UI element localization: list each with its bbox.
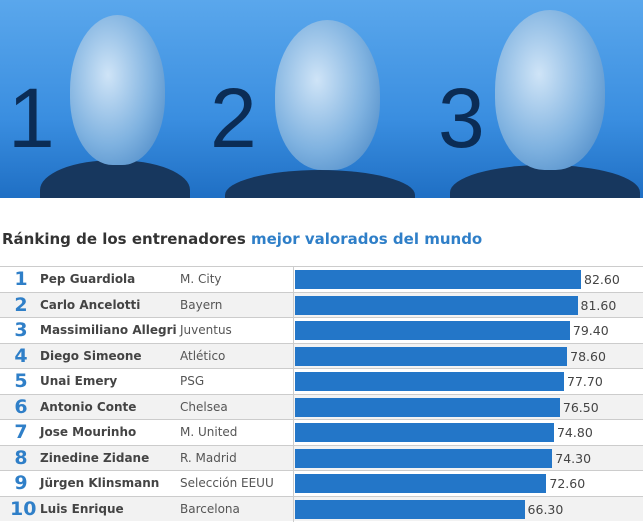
value-label: 66.30 (527, 501, 564, 517)
value-label: 78.60 (570, 348, 606, 364)
rank-number-1: 1 (8, 71, 55, 165)
coach-name: Luis Enrique (40, 501, 124, 516)
table-row: 5 Unai Emery PSG 77.70 (0, 368, 643, 394)
bar (295, 321, 570, 340)
bar (295, 499, 525, 519)
value-label: 74.30 (555, 450, 592, 466)
team-name: Bayern (180, 297, 223, 312)
coach-name: Diego Simeone (40, 348, 142, 363)
bar (295, 346, 568, 366)
table-row: 3 Massimiliano Allegri Juventus 79.40 (0, 317, 643, 343)
bar (295, 423, 554, 442)
value-label: 81.60 (580, 297, 617, 313)
chart-title: Ránking de los entrenadores mejor valora… (2, 230, 482, 248)
table-row: 8 Zinedine Zidane R. Madrid 74.30 (0, 444, 643, 470)
coach-2-photo-body (225, 170, 415, 198)
title-highlight: mejor valorados del mundo (251, 230, 483, 248)
coach-name: Zinedine Zidane (40, 450, 150, 465)
title-part-1: Ránking de los entrenadores (2, 230, 251, 248)
bar (295, 474, 547, 493)
rank-number-3: 3 (438, 71, 485, 165)
bar (295, 448, 553, 468)
coach-name: Jürgen Klinsmann (40, 476, 160, 490)
rank-label: 4 (14, 344, 28, 367)
coach-1-photo (70, 15, 165, 165)
value-label: 76.50 (562, 399, 599, 415)
bar (295, 397, 560, 417)
bar (295, 270, 581, 289)
coach-name: Unai Emery (40, 374, 118, 388)
coach-name: Pep Guardiola (40, 272, 136, 286)
rank-number-2: 2 (210, 71, 257, 165)
table-row: 4 Diego Simeone Atlético 78.60 (0, 342, 643, 368)
coach-name: Carlo Ancelotti (40, 297, 141, 312)
team-name: Barcelona (180, 501, 240, 516)
team-name: Selección EEUU (180, 476, 274, 490)
team-name: M. City (180, 272, 222, 286)
team-name: M. United (180, 425, 238, 439)
table-row: 9 Jürgen Klinsmann Selección EEUU 72.60 (0, 470, 643, 496)
coach-name: Massimiliano Allegri (40, 323, 177, 337)
team-name: PSG (180, 374, 205, 388)
team-name: Chelsea (180, 399, 228, 414)
ranking-table: 1 Pep Guardiola M. City 82.60 2 Carlo Anc… (0, 266, 643, 521)
team-name: Juventus (180, 323, 232, 337)
coach-name: Jose Mourinho (40, 425, 137, 439)
coaches-photo-banner: 1 2 3 (0, 0, 643, 198)
value-label: 82.60 (584, 272, 620, 287)
rank-label: 3 (14, 319, 28, 341)
value-label: 79.40 (572, 323, 609, 338)
coach-3-photo (495, 10, 605, 170)
bar (295, 295, 578, 315)
rank-label: 7 (14, 421, 28, 443)
table-row: 2 Carlo Ancelotti Bayern 81.60 (0, 291, 643, 317)
value-label: 74.80 (556, 425, 593, 440)
team-name: Atlético (180, 348, 226, 363)
plot-axis-line (293, 266, 294, 522)
table-row: 6 Antonio Conte Chelsea 76.50 (0, 393, 643, 419)
table-row: 7 Jose Mourinho M. United 74.80 (0, 419, 643, 445)
rank-label: 2 (14, 293, 28, 316)
value-label: 72.60 (549, 476, 586, 491)
coach-name: Antonio Conte (40, 399, 137, 414)
table-row: 10 Luis Enrique Barcelona 66.30 (0, 495, 643, 521)
rank-label: 6 (14, 395, 28, 418)
bar (295, 372, 565, 391)
rank-label: 1 (14, 268, 28, 290)
coach-2-photo (275, 20, 380, 170)
value-label: 77.70 (567, 374, 603, 389)
rank-label: 9 (14, 472, 28, 494)
rank-label: 10 (10, 497, 37, 520)
rank-label: 5 (14, 370, 28, 392)
team-name: R. Madrid (180, 450, 237, 465)
rank-label: 8 (14, 446, 28, 469)
table-row: 1 Pep Guardiola M. City 82.60 (0, 266, 643, 292)
coach-1-photo-body (40, 160, 190, 198)
